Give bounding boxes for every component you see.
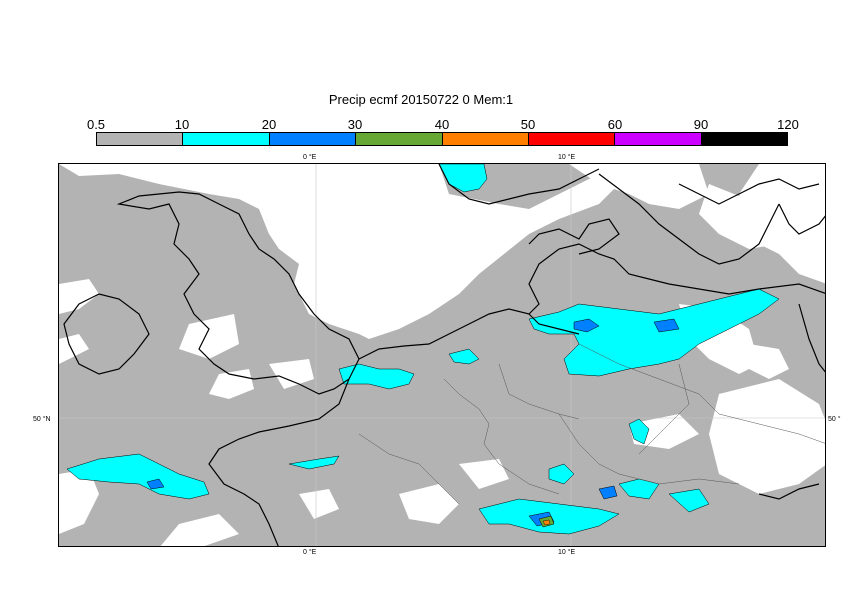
- colorbar-box-5: [528, 133, 616, 145]
- colorbar-label-7: 90: [693, 117, 709, 132]
- colorbar-box-4: [442, 133, 529, 145]
- colorbar-label-8: 120: [777, 117, 799, 132]
- lat-label-right-50: 50 °: [828, 416, 841, 423]
- lon-label-top-0: 0 °E: [303, 154, 317, 161]
- colorbar-box-2: [269, 133, 357, 145]
- colorbar-label-0: 0.5: [86, 117, 106, 132]
- lon-label-bottom-0: 0 °E: [303, 549, 317, 556]
- colorbar-box-7: [701, 133, 787, 145]
- precip-map: [58, 163, 826, 547]
- map-canvas: [59, 164, 825, 546]
- colorbar-label-4: 40: [434, 117, 450, 132]
- lon-label-bottom-10: 10 °E: [558, 549, 576, 556]
- colorbar-label-2: 20: [261, 117, 277, 132]
- colorbar-box-3: [356, 133, 443, 145]
- precip-10-20: [66, 164, 780, 535]
- no-precip-areas: [59, 164, 825, 546]
- colorbar-box-0: [97, 133, 184, 145]
- colorbar-box-1: [183, 133, 270, 145]
- political-borders: [358, 343, 825, 505]
- colorbar-label-6: 60: [607, 117, 623, 132]
- colorbar-label-3: 30: [347, 117, 363, 132]
- colorbar-label-1: 10: [174, 117, 190, 132]
- colorbar-label-5: 50: [520, 117, 536, 132]
- plot-title: Precip ecmf 20150722 0 Mem:1: [328, 92, 514, 107]
- precip-40-50: [542, 519, 551, 526]
- colorbar-box-6: [615, 133, 702, 145]
- lat-label-left-50: 50 °N: [33, 416, 51, 423]
- lon-label-top-10: 10 °E: [558, 154, 576, 161]
- colorbar: [96, 132, 788, 146]
- coastlines: [63, 164, 825, 546]
